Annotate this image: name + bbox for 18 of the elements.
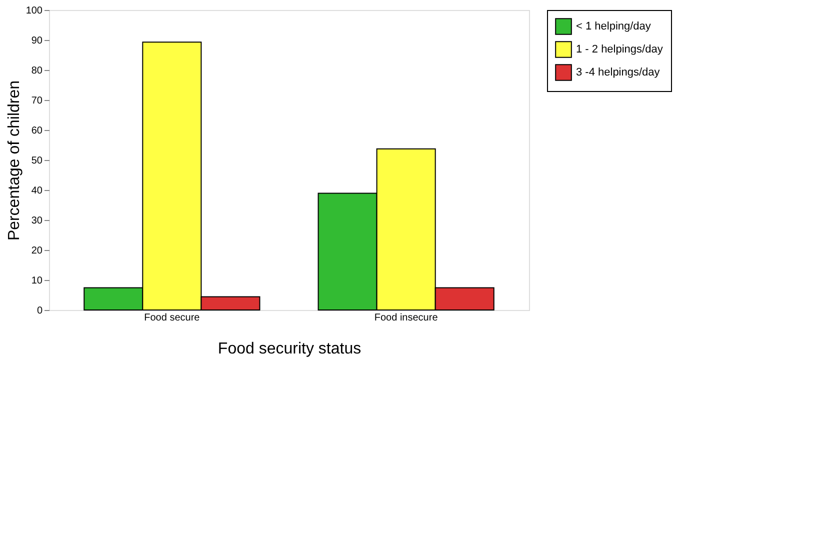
y-tick-label: 90	[31, 36, 43, 46]
y-tick-label: 80	[31, 66, 43, 76]
y-tick-label: 0	[36, 306, 43, 316]
y-tick-label: 30	[31, 216, 43, 226]
y-tick-label: 70	[31, 96, 43, 106]
x-tick-label: Food insecure	[374, 312, 438, 324]
y-tick-label: 100	[26, 6, 43, 16]
y-tick-label: 60	[31, 126, 43, 136]
y-tick-label: 20	[31, 246, 43, 256]
y-axis-title: Percentage of children	[6, 80, 23, 241]
y-tick-label: 40	[31, 186, 43, 196]
legend-label: 3 -4 helpings/day	[576, 66, 660, 78]
y-tick-label: 10	[31, 276, 43, 286]
x-tick-label: Food secure	[144, 312, 200, 324]
legend-label: < 1 helping/day	[576, 20, 652, 32]
x-axis-title: Food security status	[218, 340, 362, 358]
legend-label: 1 - 2 helpings/day	[576, 44, 664, 56]
y-tick-label: 50	[31, 156, 43, 166]
